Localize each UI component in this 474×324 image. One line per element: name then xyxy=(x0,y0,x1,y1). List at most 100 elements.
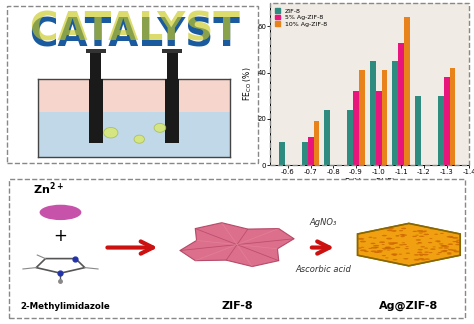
Ellipse shape xyxy=(393,255,397,256)
Ellipse shape xyxy=(405,246,409,247)
Ellipse shape xyxy=(419,254,424,255)
Ellipse shape xyxy=(392,254,396,255)
Ellipse shape xyxy=(454,251,460,252)
Ellipse shape xyxy=(440,233,444,234)
Ellipse shape xyxy=(382,235,387,236)
Ellipse shape xyxy=(391,230,396,232)
Ellipse shape xyxy=(382,248,385,249)
Ellipse shape xyxy=(392,242,398,244)
Ellipse shape xyxy=(439,243,444,245)
Ellipse shape xyxy=(430,249,436,250)
Legend: ZIF-8, 5% Ag-ZIF-8, 10% Ag-ZIF-8: ZIF-8, 5% Ag-ZIF-8, 10% Ag-ZIF-8 xyxy=(273,6,328,29)
Ellipse shape xyxy=(447,253,452,255)
Ellipse shape xyxy=(373,237,377,238)
Ellipse shape xyxy=(438,252,442,253)
Ellipse shape xyxy=(399,230,403,231)
Ellipse shape xyxy=(424,251,429,253)
Ellipse shape xyxy=(438,247,443,249)
Ellipse shape xyxy=(406,253,410,254)
Y-axis label: $\mathrm{FE_{CO}}$ (%): $\mathrm{FE_{CO}}$ (%) xyxy=(242,67,255,101)
Text: Ascorbic acid: Ascorbic acid xyxy=(295,265,351,274)
Ellipse shape xyxy=(392,243,396,244)
Ellipse shape xyxy=(445,246,449,247)
Ellipse shape xyxy=(419,255,423,256)
Ellipse shape xyxy=(447,252,452,254)
Ellipse shape xyxy=(402,242,405,243)
Ellipse shape xyxy=(451,249,456,251)
Ellipse shape xyxy=(389,243,394,245)
Ellipse shape xyxy=(364,251,369,252)
Ellipse shape xyxy=(447,243,453,245)
Bar xyxy=(415,96,421,165)
Ellipse shape xyxy=(393,259,397,260)
FancyBboxPatch shape xyxy=(9,179,465,318)
Ellipse shape xyxy=(416,243,419,244)
Ellipse shape xyxy=(412,231,417,232)
Ellipse shape xyxy=(424,248,428,249)
Ellipse shape xyxy=(399,254,402,255)
Ellipse shape xyxy=(400,234,405,236)
Bar xyxy=(449,68,456,165)
Text: $\bf{Zn^{2+}}$: $\bf{Zn^{2+}}$ xyxy=(33,181,64,197)
Ellipse shape xyxy=(379,241,385,243)
Ellipse shape xyxy=(382,244,385,245)
Ellipse shape xyxy=(385,257,389,258)
Bar xyxy=(90,50,101,79)
Ellipse shape xyxy=(386,238,392,239)
Ellipse shape xyxy=(401,236,405,237)
Ellipse shape xyxy=(456,244,461,245)
Ellipse shape xyxy=(418,249,423,250)
Ellipse shape xyxy=(424,234,429,235)
Ellipse shape xyxy=(420,246,425,248)
Text: ZIF-8: ZIF-8 xyxy=(221,300,253,310)
Ellipse shape xyxy=(417,230,423,232)
X-axis label: E (V vs. RHE): E (V vs. RHE) xyxy=(345,178,395,187)
Ellipse shape xyxy=(358,238,365,240)
Bar xyxy=(89,79,103,143)
Ellipse shape xyxy=(418,242,421,243)
Ellipse shape xyxy=(134,135,145,143)
Ellipse shape xyxy=(424,230,427,231)
Ellipse shape xyxy=(387,249,391,250)
Ellipse shape xyxy=(419,236,423,237)
Ellipse shape xyxy=(403,258,409,260)
Bar xyxy=(376,91,382,165)
Ellipse shape xyxy=(421,259,426,260)
Ellipse shape xyxy=(399,244,403,246)
Ellipse shape xyxy=(414,259,420,260)
Ellipse shape xyxy=(440,250,447,252)
Ellipse shape xyxy=(437,241,440,242)
Ellipse shape xyxy=(453,241,456,242)
FancyBboxPatch shape xyxy=(7,6,258,164)
Polygon shape xyxy=(180,223,294,267)
Ellipse shape xyxy=(456,239,460,241)
Ellipse shape xyxy=(368,237,373,238)
Text: 2-Methylimidazole: 2-Methylimidazole xyxy=(20,302,110,310)
Ellipse shape xyxy=(395,236,399,237)
Ellipse shape xyxy=(441,245,447,247)
Ellipse shape xyxy=(424,258,430,260)
Ellipse shape xyxy=(375,247,379,248)
Bar xyxy=(382,70,387,165)
Ellipse shape xyxy=(448,249,453,250)
Bar xyxy=(279,142,285,165)
Text: CATALYST: CATALYST xyxy=(28,17,239,55)
Ellipse shape xyxy=(435,240,441,242)
Bar xyxy=(302,142,308,165)
Ellipse shape xyxy=(387,229,393,231)
Ellipse shape xyxy=(377,250,383,252)
Ellipse shape xyxy=(382,255,386,256)
Ellipse shape xyxy=(419,232,423,234)
Bar xyxy=(324,110,330,165)
Ellipse shape xyxy=(405,248,409,249)
Ellipse shape xyxy=(428,252,432,253)
Ellipse shape xyxy=(389,248,395,249)
Ellipse shape xyxy=(360,249,366,251)
Bar xyxy=(86,49,106,53)
Ellipse shape xyxy=(416,239,421,241)
Bar xyxy=(347,110,353,165)
Ellipse shape xyxy=(371,243,375,244)
Ellipse shape xyxy=(391,253,398,255)
Bar xyxy=(404,17,410,165)
Bar xyxy=(392,61,398,165)
